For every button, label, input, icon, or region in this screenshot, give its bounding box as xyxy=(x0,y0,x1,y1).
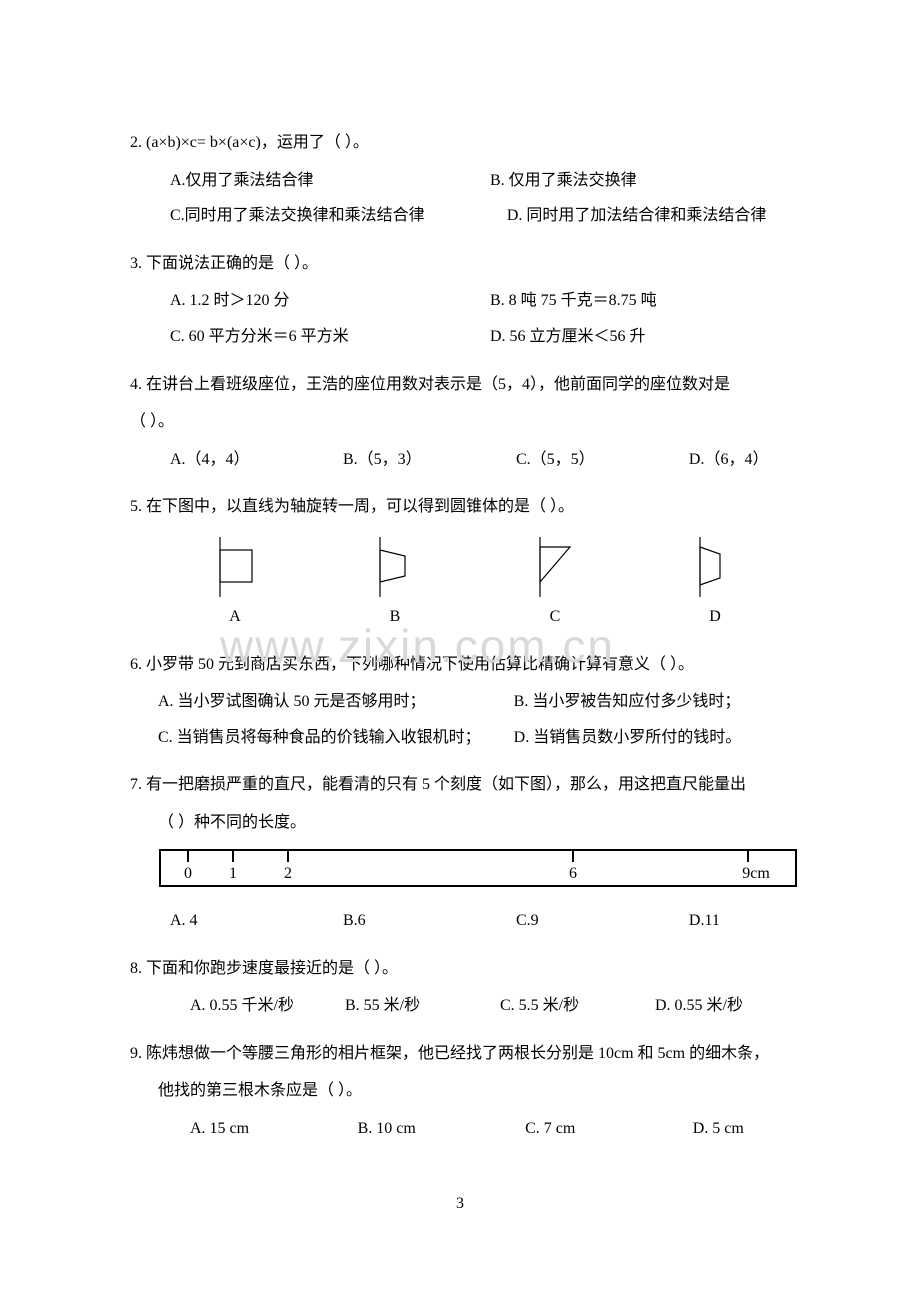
question-9: 9. 陈炜想做一个等腰三角形的相片框架，他已经找了两根长分别是 10cm 和 5… xyxy=(130,1041,810,1142)
q7-opt-d: D.11 xyxy=(689,908,810,934)
q2-opt-a: A.仅用了乘法结合律 xyxy=(170,168,490,194)
q5-label-a: A xyxy=(229,604,241,630)
q7-opt-c: C.9 xyxy=(516,908,689,934)
q9-text: 9. 陈炜想做一个等腰三角形的相片框架，他已经找了两根长分别是 10cm 和 5… xyxy=(130,1041,810,1067)
trapezoid2-shape-icon xyxy=(680,532,750,602)
q6-text: 6. 小罗带 50 元到商店买东西，下列哪种情况下使用估算比精确计算有意义（ ）… xyxy=(130,652,810,678)
q6-opt-a: A. 当小罗试图确认 50 元是否够用时； xyxy=(158,689,514,715)
q4-opt-b: B.（5，3） xyxy=(343,447,516,473)
triangle-shape-icon xyxy=(520,532,590,602)
q7-text: 7. 有一把磨损严重的直尺，能看清的只有 5 个刻度（如下图），那么，用这把直尺… xyxy=(130,772,810,798)
q5-label-d: D xyxy=(709,604,721,630)
q5-label-b: B xyxy=(390,604,401,630)
trapezoid-shape-icon xyxy=(360,532,430,602)
q3-opt-a: A. 1.2 时＞120 分 xyxy=(170,288,490,314)
q6-opt-b: B. 当小罗被告知应付多少钱时； xyxy=(514,689,810,715)
q9-opt-d: D. 5 cm xyxy=(693,1116,810,1142)
q3-opt-b: B. 8 吨 75 千克＝8.75 吨 xyxy=(490,288,810,314)
q5-shape-a: A xyxy=(200,532,270,630)
q9-text2: 他找的第三根木条应是（ ）。 xyxy=(130,1078,810,1104)
q5-shape-c: C xyxy=(520,532,590,630)
ruler-icon: 0 1 2 6 9cm xyxy=(158,848,798,888)
q5-text: 5. 在下图中，以直线为轴旋转一周，可以得到圆锥体的是（ ）。 xyxy=(130,494,810,520)
q4-opt-c: C.（5，5） xyxy=(516,447,689,473)
q7-opt-a: A. 4 xyxy=(170,908,343,934)
question-6: 6. 小罗带 50 元到商店买东西，下列哪种情况下使用估算比精确计算有意义（ ）… xyxy=(130,652,810,751)
q5-shape-d: D xyxy=(680,532,750,630)
question-7: 7. 有一把磨损严重的直尺，能看清的只有 5 个刻度（如下图），那么，用这把直尺… xyxy=(130,772,810,933)
square-shape-icon xyxy=(200,532,270,602)
q3-text: 3. 下面说法正确的是（ ）。 xyxy=(130,251,810,277)
q8-text: 8. 下面和你跑步速度最接近的是（ ）。 xyxy=(130,956,810,982)
q8-opt-d: D. 0.55 米/秒 xyxy=(655,993,810,1019)
ruler-tick-6: 6 xyxy=(569,865,577,882)
question-8: 8. 下面和你跑步速度最接近的是（ ）。 A. 0.55 千米/秒 B. 55 … xyxy=(130,956,810,1019)
q5-shape-b: B xyxy=(360,532,430,630)
q5-shapes-row: A B C D xyxy=(130,532,810,630)
q4-opt-a: A.（4，4） xyxy=(170,447,343,473)
question-2: 2. (a×b)×c= b×(a×c)，运用了（ ）。 A.仅用了乘法结合律 B… xyxy=(130,130,810,229)
q9-opt-a: A. 15 cm xyxy=(190,1116,358,1142)
q2-opt-b: B. 仅用了乘法交换律 xyxy=(490,168,810,194)
question-3: 3. 下面说法正确的是（ ）。 A. 1.2 时＞120 分 B. 8 吨 75… xyxy=(130,251,810,350)
q3-opt-d: D. 56 立方厘米＜56 升 xyxy=(490,324,810,350)
question-4: 4. 在讲台上看班级座位，王浩的座位用数对表示是（5，4），他前面同学的座位数对… xyxy=(130,372,810,473)
q8-opt-b: B. 55 米/秒 xyxy=(345,993,500,1019)
q2-opt-c: C.同时用了乘法交换律和乘法结合律 xyxy=(170,203,507,229)
q6-opt-d: D. 当销售员数小罗所付的钱时。 xyxy=(514,725,810,751)
q2-opt-d: D. 同时用了加法结合律和乘法结合律 xyxy=(507,203,810,229)
q9-opt-b: B. 10 cm xyxy=(358,1116,526,1142)
q9-opt-c: C. 7 cm xyxy=(525,1116,693,1142)
q5-label-c: C xyxy=(550,604,561,630)
ruler-tick-0: 0 xyxy=(184,865,192,882)
ruler-tick-9: 9cm xyxy=(742,865,770,882)
q3-opt-c: C. 60 平方分米＝6 平方米 xyxy=(170,324,490,350)
q8-opt-c: C. 5.5 米/秒 xyxy=(500,993,655,1019)
q7-opt-b: B.6 xyxy=(343,908,516,934)
q6-opt-c: C. 当销售员将每种食品的价钱输入收银机时； xyxy=(158,725,514,751)
q4-text2: （ ）。 xyxy=(130,409,810,435)
q7-text2: （ ）种不同的长度。 xyxy=(130,810,810,836)
page-number: 3 xyxy=(0,1191,920,1217)
q8-opt-a: A. 0.55 千米/秒 xyxy=(190,993,345,1019)
ruler-tick-1: 1 xyxy=(229,865,237,882)
q7-ruler: 0 1 2 6 9cm xyxy=(158,848,810,897)
q2-text: 2. (a×b)×c= b×(a×c)，运用了（ ）。 xyxy=(130,130,810,156)
q4-opt-d: D.（6，4） xyxy=(689,447,810,473)
q4-text: 4. 在讲台上看班级座位，王浩的座位用数对表示是（5，4），他前面同学的座位数对… xyxy=(130,372,810,398)
ruler-tick-2: 2 xyxy=(284,865,292,882)
question-5: 5. 在下图中，以直线为轴旋转一周，可以得到圆锥体的是（ ）。 A B xyxy=(130,494,810,629)
